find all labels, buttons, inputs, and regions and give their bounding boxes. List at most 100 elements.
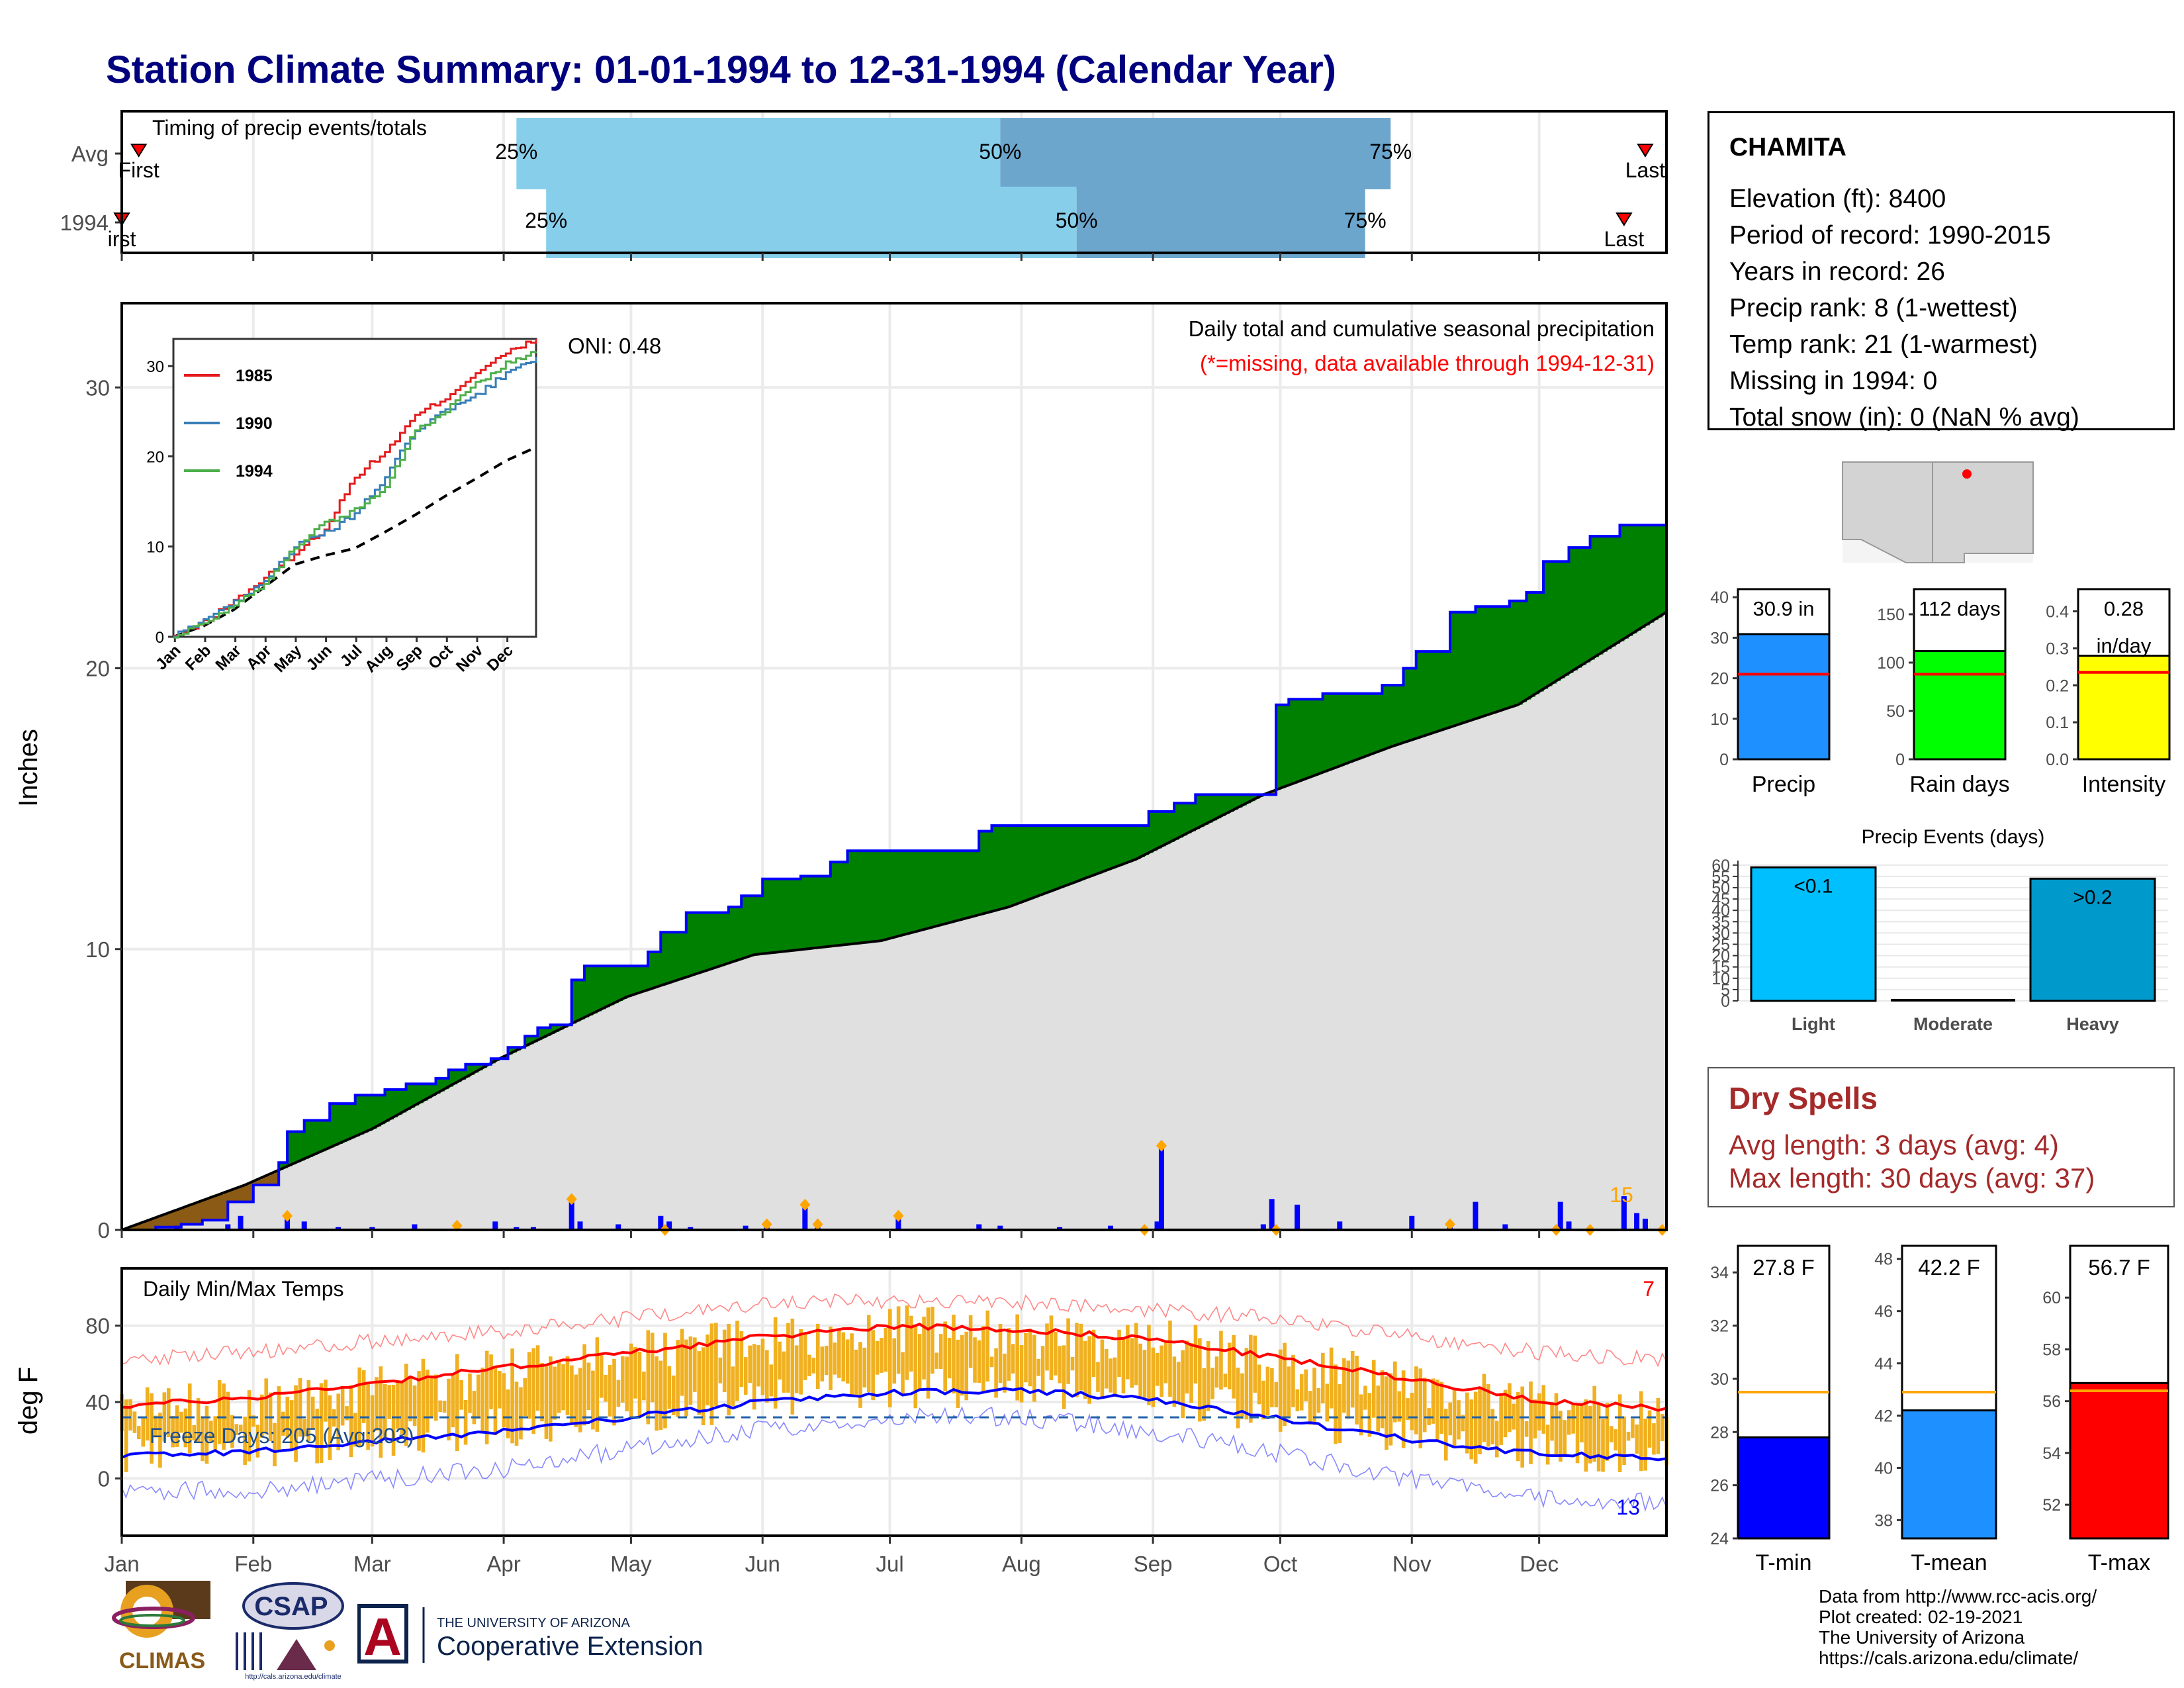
precip-anomaly-fill [1046,825,1052,893]
daily-precip-marker [893,1209,904,1222]
summary-y-tick-label: 20 [1710,670,1729,688]
precip-anomaly-fill [673,932,678,982]
inset-legend-label: 1985 [236,367,273,385]
daily-temp-bar [1181,1350,1185,1419]
precip-anomaly-fill [1072,825,1077,884]
daily-temp-bar [917,1334,922,1391]
daily-temp-bar [616,1380,621,1407]
daily-temp-bar [833,1342,837,1375]
daily-temp-bar [599,1355,604,1398]
daily-temp-bar [748,1345,752,1383]
precip-anomaly-fill [1399,684,1404,745]
daily-temp-bar [480,1367,485,1433]
last-marker [1615,212,1633,226]
precip-anomaly-fill [1331,693,1336,769]
daily-temp-bar [782,1351,786,1393]
precip-anomaly-fill [1356,693,1361,760]
daily-temp-bar [259,1394,264,1438]
precip-anomaly-fill [949,851,954,923]
daily-precip-marker [282,1209,293,1222]
daily-temp-bar [455,1354,459,1452]
daily-temp-bar [1079,1323,1083,1391]
climo-line [121,611,1668,1231]
summary-y-tick-label: 100 [1877,654,1905,673]
precip-anomaly-fill [253,1181,258,1186]
precip-anomaly-fill [1009,825,1014,908]
daily-temp-bar [1334,1364,1338,1444]
daily-temp-bar [379,1366,383,1458]
daily-temp-bar [1380,1370,1385,1429]
events-y-tick-label: 25 [1711,936,1730,955]
precip-anomaly-fill [1064,825,1069,886]
daily-temp-bar [477,1374,480,1419]
precip-anomaly-fill [694,912,700,974]
precip-anomaly-fill [864,851,870,943]
precip-anomaly-fill [1433,651,1438,733]
daily-temp-bar [1490,1409,1495,1444]
temp-summary-y-tick-label: 58 [2042,1340,2061,1359]
daily-temp-bar [952,1315,956,1394]
precip-anomaly-fill [1021,825,1026,902]
precip-anomaly-fill [1649,525,1655,623]
dry-spells-box: Dry Spells Avg length: 3 days (avg: 4) M… [1707,1067,2175,1207]
daily-temp-bar [650,1333,655,1403]
summary-y-tick-label: 40 [1710,588,1729,607]
events-y-tick-label: 15 [1711,959,1730,977]
temp-x-tick-label: Feb [234,1552,272,1576]
daily-temp-bar [234,1424,239,1436]
daily-temp-bar [671,1376,676,1415]
daily-temp-bar [1563,1420,1567,1457]
daily-temp-bar [209,1421,213,1442]
precip-anomaly-fill [478,1064,483,1070]
daily-temp-bar [1329,1347,1334,1409]
daily-temp-bar [752,1344,756,1410]
timing-pct-label: 75% [1369,140,1412,164]
precip-anomaly-fill [597,966,602,1011]
precip-anomaly-fill [966,851,972,919]
csap-text: CSAP [254,1592,328,1621]
precip-anomaly-fill [1471,612,1477,720]
daily-temp-bar [1019,1345,1024,1403]
events-title: Precip Events (days) [1862,826,2045,848]
daily-precip-bar [1634,1213,1640,1230]
daily-temp-bar [642,1371,646,1401]
daily-temp-bar [535,1345,540,1411]
precip-anomaly-fill [1598,536,1604,655]
daily-temp-bar [765,1350,769,1403]
first-marker [130,144,148,158]
precip-anomaly-fill [690,912,696,976]
daily-temp-bar [1312,1368,1316,1425]
precip-anomaly-fill [1352,693,1357,761]
daily-temp-bar [901,1352,905,1394]
daily-temp-bar [132,1411,137,1433]
precip-anomaly-fill [397,1089,402,1115]
precip-anomaly-fill [1199,794,1205,827]
precip-anomaly-fill [1645,525,1650,626]
daily-temp-bar [629,1343,633,1419]
daily-precip-bar [238,1215,244,1230]
timing-bar-lower [516,118,1001,189]
temp-summary-value-label: 27.8 F [1752,1255,1815,1280]
daily-precip-bar [1154,1221,1160,1230]
precip-anomaly-fill [618,966,623,1002]
events-y-tick-label: 10 [1711,970,1730,988]
precip-anomaly-fill [652,952,657,989]
daily-temp-bar [442,1401,447,1413]
precip-anomaly-fill [614,966,619,1004]
daily-temp-bar [892,1338,896,1384]
daily-temp-bar [412,1385,417,1427]
precip-anomaly-fill [1454,612,1459,726]
daily-temp-bar [1469,1399,1474,1460]
daily-temp-bar [943,1321,947,1391]
events-y-tick-label: 20 [1711,947,1730,966]
daily-temp-bar [1342,1358,1346,1413]
station-elevation: Elevation (ft): 8400 [1729,185,1946,213]
events-y-tick-label: 35 [1711,913,1730,931]
precip-anomaly-fill [541,1027,547,1039]
inset-frame [172,338,537,638]
summary-bar-category: Rain days [1909,772,2009,797]
temp-x-tick-label: Jan [104,1552,139,1576]
daily-temp-bar [841,1332,846,1382]
daily-temp-bar [523,1378,527,1417]
precip-anomaly-fill [210,1197,216,1221]
